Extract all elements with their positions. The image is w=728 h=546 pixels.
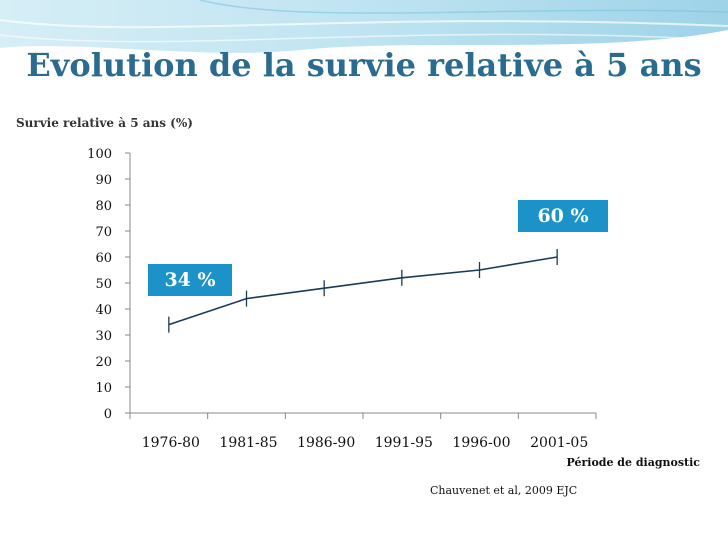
x-tick-label: 1996-00	[452, 435, 510, 451]
x-tick-labels: 1976-80 1981-85 1986-90 1991-95 1996-00 2001-…	[142, 435, 589, 451]
x-tick-label: 2001-05	[530, 435, 588, 451]
y-tick-label: 20	[95, 355, 112, 370]
x-axis-label: Période de diagnostic	[566, 456, 701, 469]
source-citation: Chauvenet et al, 2009 EJC	[430, 484, 578, 497]
header-banner	[0, 0, 728, 53]
x-tick-label: 1981-85	[219, 435, 277, 451]
y-tick-label: 30	[95, 329, 112, 344]
y-tick-label: 0	[104, 407, 112, 422]
y-tick-label: 90	[95, 173, 112, 188]
y-tick-label: 10	[95, 381, 112, 396]
slide-title: Evolution de la survie relative à 5 ans	[26, 46, 702, 84]
y-tick-label: 100	[87, 147, 112, 162]
annotation-end: 60 %	[518, 200, 608, 232]
y-tick-label: 50	[95, 277, 112, 292]
data-points	[168, 249, 558, 333]
y-tick-label: 80	[95, 199, 112, 214]
series-line	[168, 256, 558, 326]
y-tick-label: 70	[95, 225, 112, 240]
y-tick-labels: 0 10 20 30 40 50 60 70 80 90 100	[87, 147, 112, 422]
annotation-start: 34 %	[148, 264, 232, 296]
y-tick-label: 60	[95, 251, 112, 266]
y-tick-label: 40	[95, 303, 112, 318]
chart-axes	[125, 152, 597, 419]
x-tick-label: 1986-90	[297, 435, 355, 451]
y-axis-label: Survie relative à 5 ans (%)	[16, 116, 193, 130]
x-tick-label: 1976-80	[142, 435, 200, 451]
x-tick-label: 1991-95	[375, 435, 433, 451]
